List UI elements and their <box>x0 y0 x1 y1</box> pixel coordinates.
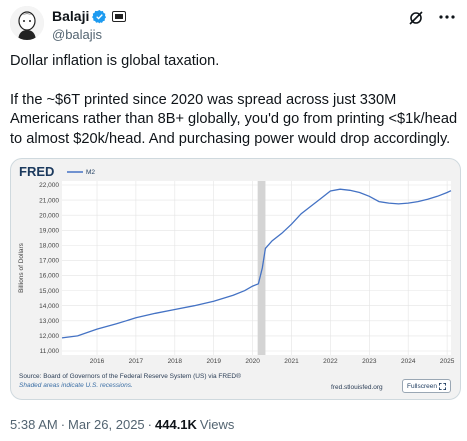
y-axis-title: Billions of Dollars <box>18 242 25 293</box>
affiliation-badge-icon <box>112 10 127 22</box>
display-name[interactable]: Balaji <box>52 8 90 24</box>
fred-logo: FRED <box>19 164 54 179</box>
y-tick-label: 19,000 <box>39 227 59 234</box>
fullscreen-icon <box>438 382 446 390</box>
tweet-header: Balaji @balajis <box>10 6 458 46</box>
y-tick-label: 12,000 <box>39 333 59 340</box>
x-tick-label: 2021 <box>284 358 299 365</box>
tweet-paragraph-2: If the ~$6T printed since 2020 was sprea… <box>10 91 458 147</box>
tweet-text: Dollar inflation is global taxation. If … <box>10 52 460 149</box>
y-tick-label: 17,000 <box>39 258 59 265</box>
x-tick-label: 2023 <box>362 358 377 365</box>
x-tick-label: 2024 <box>401 358 416 365</box>
tweet-meta: 5:38 AM · Mar 26, 2025 · 444.1K Views <box>10 417 234 432</box>
views-count: 444.1K <box>155 417 197 432</box>
recession-shading <box>257 181 266 355</box>
x-tick-label: 2022 <box>323 358 338 365</box>
avatar-image <box>10 6 44 40</box>
meta-separator-2: · <box>147 417 152 432</box>
y-tick-label: 13,000 <box>39 318 59 325</box>
y-tick-label: 21,000 <box>39 197 59 204</box>
m2-chart: FRED M2 22,000 21,000 20,000 19,000 18,000 17… <box>18 164 455 391</box>
legend-label: M2 <box>86 169 95 176</box>
x-tick-label: 2017 <box>129 358 144 365</box>
fred-url[interactable]: fred.stlouisfed.org <box>331 384 383 391</box>
tweet-time[interactable]: 5:38 AM <box>10 417 58 432</box>
chart-legend: M2 <box>67 169 95 176</box>
fred-chart-card[interactable]: FRED M2 22,000 21,000 20,000 19,000 18,000 17… <box>10 158 461 400</box>
y-tick-label: 18,000 <box>39 243 59 250</box>
series-line-m2 <box>61 188 452 339</box>
y-tick-label: 20,000 <box>39 212 59 219</box>
avatar[interactable] <box>10 6 44 40</box>
x-tick-label: 2016 <box>90 358 105 365</box>
name-row: Balaji <box>52 8 127 24</box>
more-options-icon[interactable] <box>438 14 456 20</box>
x-tick-label: 2025 <box>440 358 455 365</box>
y-tick-label: 11,000 <box>40 348 60 355</box>
verified-badge-icon <box>92 9 107 23</box>
fullscreen-button[interactable]: Fullscreen <box>402 379 451 393</box>
grok-icon[interactable] <box>408 10 424 26</box>
recession-note: Shaded areas indicate U.S. recessions. <box>19 382 133 389</box>
x-tick-label: 2020 <box>245 358 260 365</box>
x-tick-label: 2019 <box>206 358 221 365</box>
y-tick-label: 16,000 <box>39 273 59 280</box>
tweet-date[interactable]: Mar 26, 2025 <box>68 417 145 432</box>
source-line: Source: Board of Governors of the Federa… <box>19 372 241 380</box>
tweet-paragraph-1: Dollar inflation is global taxation. <box>10 53 220 69</box>
meta-separator: · <box>60 417 66 432</box>
y-tick-label: 22,000 <box>39 182 59 189</box>
plot-area <box>62 181 451 355</box>
views-label: Views <box>199 417 235 432</box>
x-tick-label: 2018 <box>168 358 183 365</box>
user-handle[interactable]: @balajis <box>52 27 103 42</box>
y-tick-label: 15,000 <box>39 288 59 295</box>
y-tick-label: 14,000 <box>39 303 59 310</box>
fullscreen-label: Fullscreen <box>407 382 437 390</box>
